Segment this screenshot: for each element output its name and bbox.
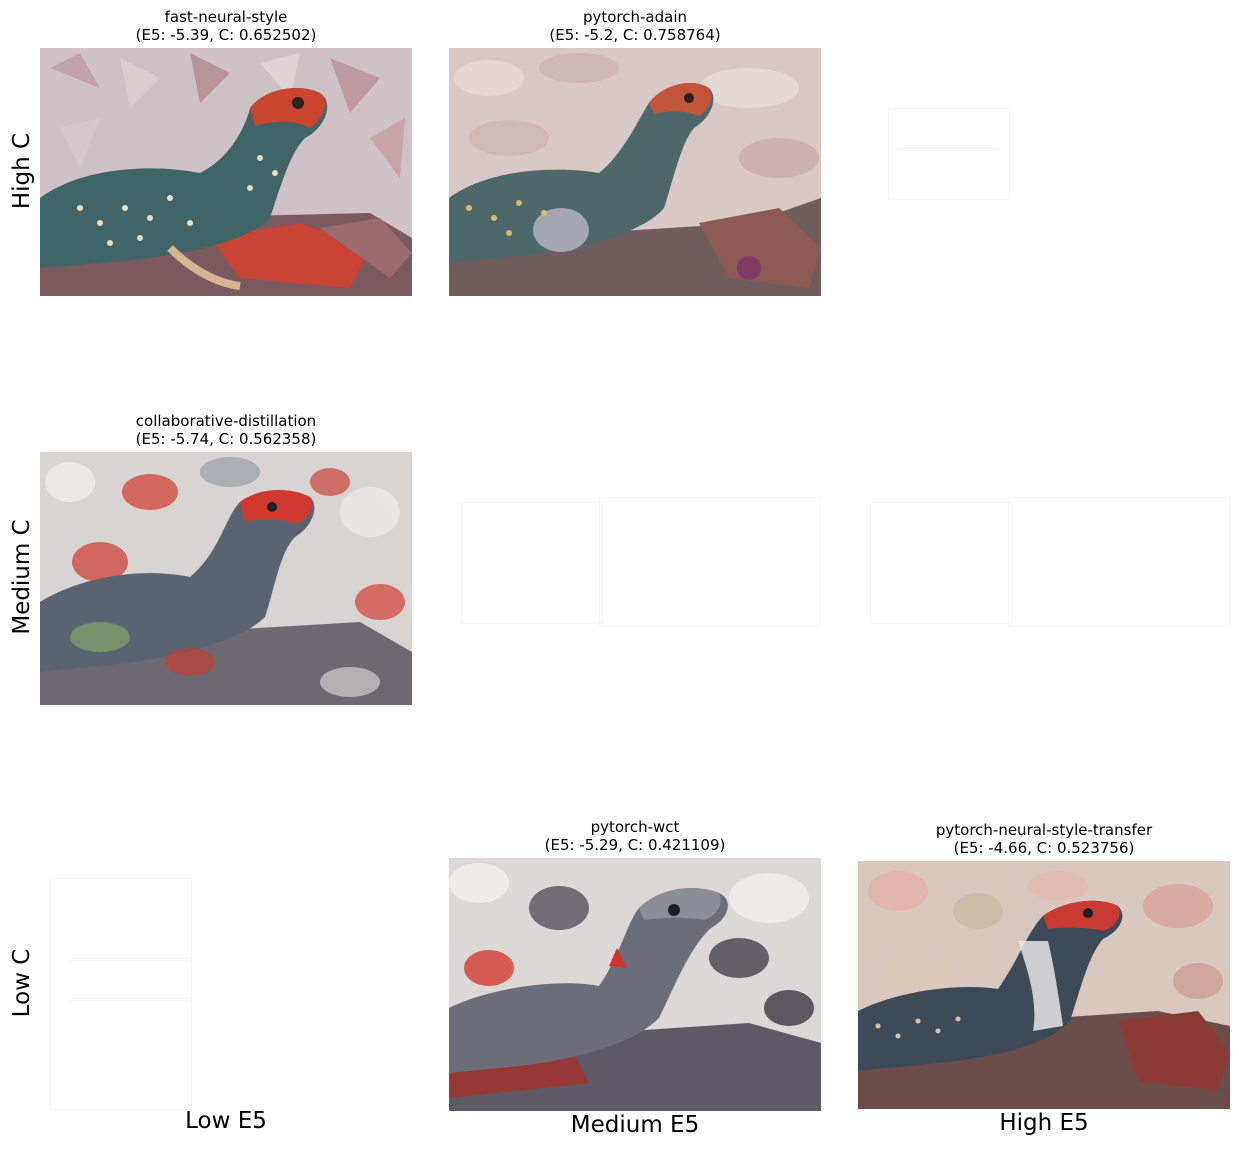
cell-title-pytorch-wct: pytorch-wct (E5: -5.29, C: 0.421109) bbox=[449, 818, 821, 854]
stylized-image-collaborative-distillation bbox=[40, 452, 412, 705]
row-label-medium-c: Medium C bbox=[9, 519, 35, 635]
method-name: pytorch-adain bbox=[582, 8, 688, 26]
row-label-high-c: High C bbox=[9, 132, 35, 210]
method-name: pytorch-wct bbox=[590, 818, 680, 836]
col-label-high-e5: High E5 bbox=[999, 1110, 1089, 1136]
method-name: pytorch-neural-style-transfer bbox=[935, 821, 1153, 839]
method-scores: (E5: -5.74, C: 0.562358) bbox=[135, 430, 317, 448]
method-scores: (E5: -5.2, C: 0.758764) bbox=[549, 26, 721, 44]
row-label-low-c: Low C bbox=[9, 948, 35, 1018]
empty-slot-medium-c-high-e5 bbox=[858, 452, 1230, 705]
empty-slot-high-c-high-e5 bbox=[858, 48, 1230, 296]
method-name: collaborative-distillation bbox=[135, 412, 317, 430]
cell-title-pytorch-neural-style-transfer: pytorch-neural-style-transfer (E5: -4.66… bbox=[858, 821, 1230, 857]
stylized-image-pytorch-wct bbox=[449, 858, 821, 1111]
cell-title-fast-neural-style: fast-neural-style (E5: -5.39, C: 0.65250… bbox=[40, 8, 412, 44]
cell-title-pytorch-adain: pytorch-adain (E5: -5.2, C: 0.758764) bbox=[449, 8, 821, 44]
empty-slot-medium-c-medium-e5 bbox=[449, 452, 821, 705]
method-name: fast-neural-style bbox=[164, 8, 288, 26]
stylized-image-pytorch-neural-style-transfer bbox=[858, 861, 1230, 1109]
method-scores: (E5: -4.66, C: 0.523756) bbox=[953, 839, 1135, 857]
col-label-low-e5: Low E5 bbox=[185, 1108, 267, 1134]
stylized-image-fast-neural-style bbox=[40, 48, 412, 296]
empty-slot-low-c-low-e5 bbox=[40, 858, 412, 1110]
method-scores: (E5: -5.29, C: 0.421109) bbox=[544, 836, 726, 854]
cell-title-collaborative-distillation: collaborative-distillation (E5: -5.74, C… bbox=[40, 412, 412, 448]
col-label-medium-e5: Medium E5 bbox=[570, 1112, 700, 1138]
method-scores: (E5: -5.39, C: 0.652502) bbox=[135, 26, 317, 44]
stylized-image-pytorch-adain bbox=[449, 48, 821, 296]
